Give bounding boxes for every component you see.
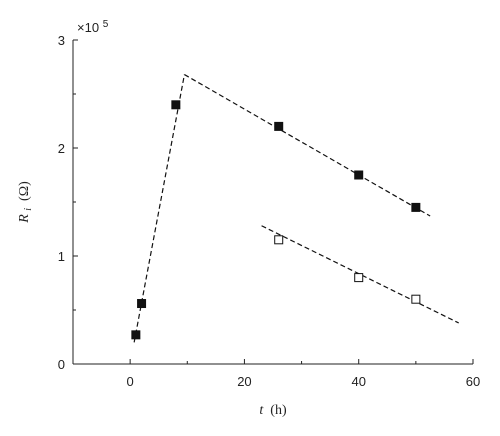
y-tick-label: 3 — [58, 33, 65, 48]
data-markers — [131, 100, 421, 340]
x-axis-unit: (h) — [267, 403, 287, 418]
fit-line — [184, 74, 431, 217]
y-axis-label: R i (Ω) — [17, 181, 35, 224]
open-square-point — [274, 235, 284, 245]
fit-lines — [133, 74, 459, 343]
y-multiplier-label: ×10 5 — [77, 19, 109, 35]
filled-square-point — [354, 170, 364, 180]
x-axis-var: t — [259, 403, 264, 418]
filled-square-point — [131, 330, 141, 340]
x-tick-label: 20 — [237, 374, 251, 389]
y-axis-unit: (Ω) — [17, 181, 32, 205]
fit-line — [261, 225, 459, 324]
ticks: 0 20 40 60 0 1 2 3 — [58, 33, 480, 389]
filled-square-point — [411, 202, 421, 212]
y-axis-sub: i — [23, 208, 34, 211]
x-tick-label: 40 — [351, 374, 365, 389]
x-tick-label: 60 — [466, 374, 480, 389]
y-tick-label: 2 — [58, 141, 65, 156]
open-square-point — [411, 294, 421, 304]
x-axis-label: t (h) — [259, 403, 287, 418]
open-square-point — [354, 273, 364, 283]
filled-square-point — [137, 299, 147, 309]
filled-square-point — [274, 121, 284, 131]
fit-line — [133, 74, 186, 343]
filled-square-point — [171, 100, 181, 110]
y-multiplier-base: ×10 — [77, 20, 99, 35]
axes — [72, 40, 473, 365]
y-tick-label: 0 — [58, 357, 65, 372]
y-multiplier-exp: 5 — [103, 19, 109, 30]
y-axis-var: R — [17, 214, 32, 224]
y-tick-label: 1 — [58, 249, 65, 264]
x-tick-label: 0 — [127, 374, 134, 389]
